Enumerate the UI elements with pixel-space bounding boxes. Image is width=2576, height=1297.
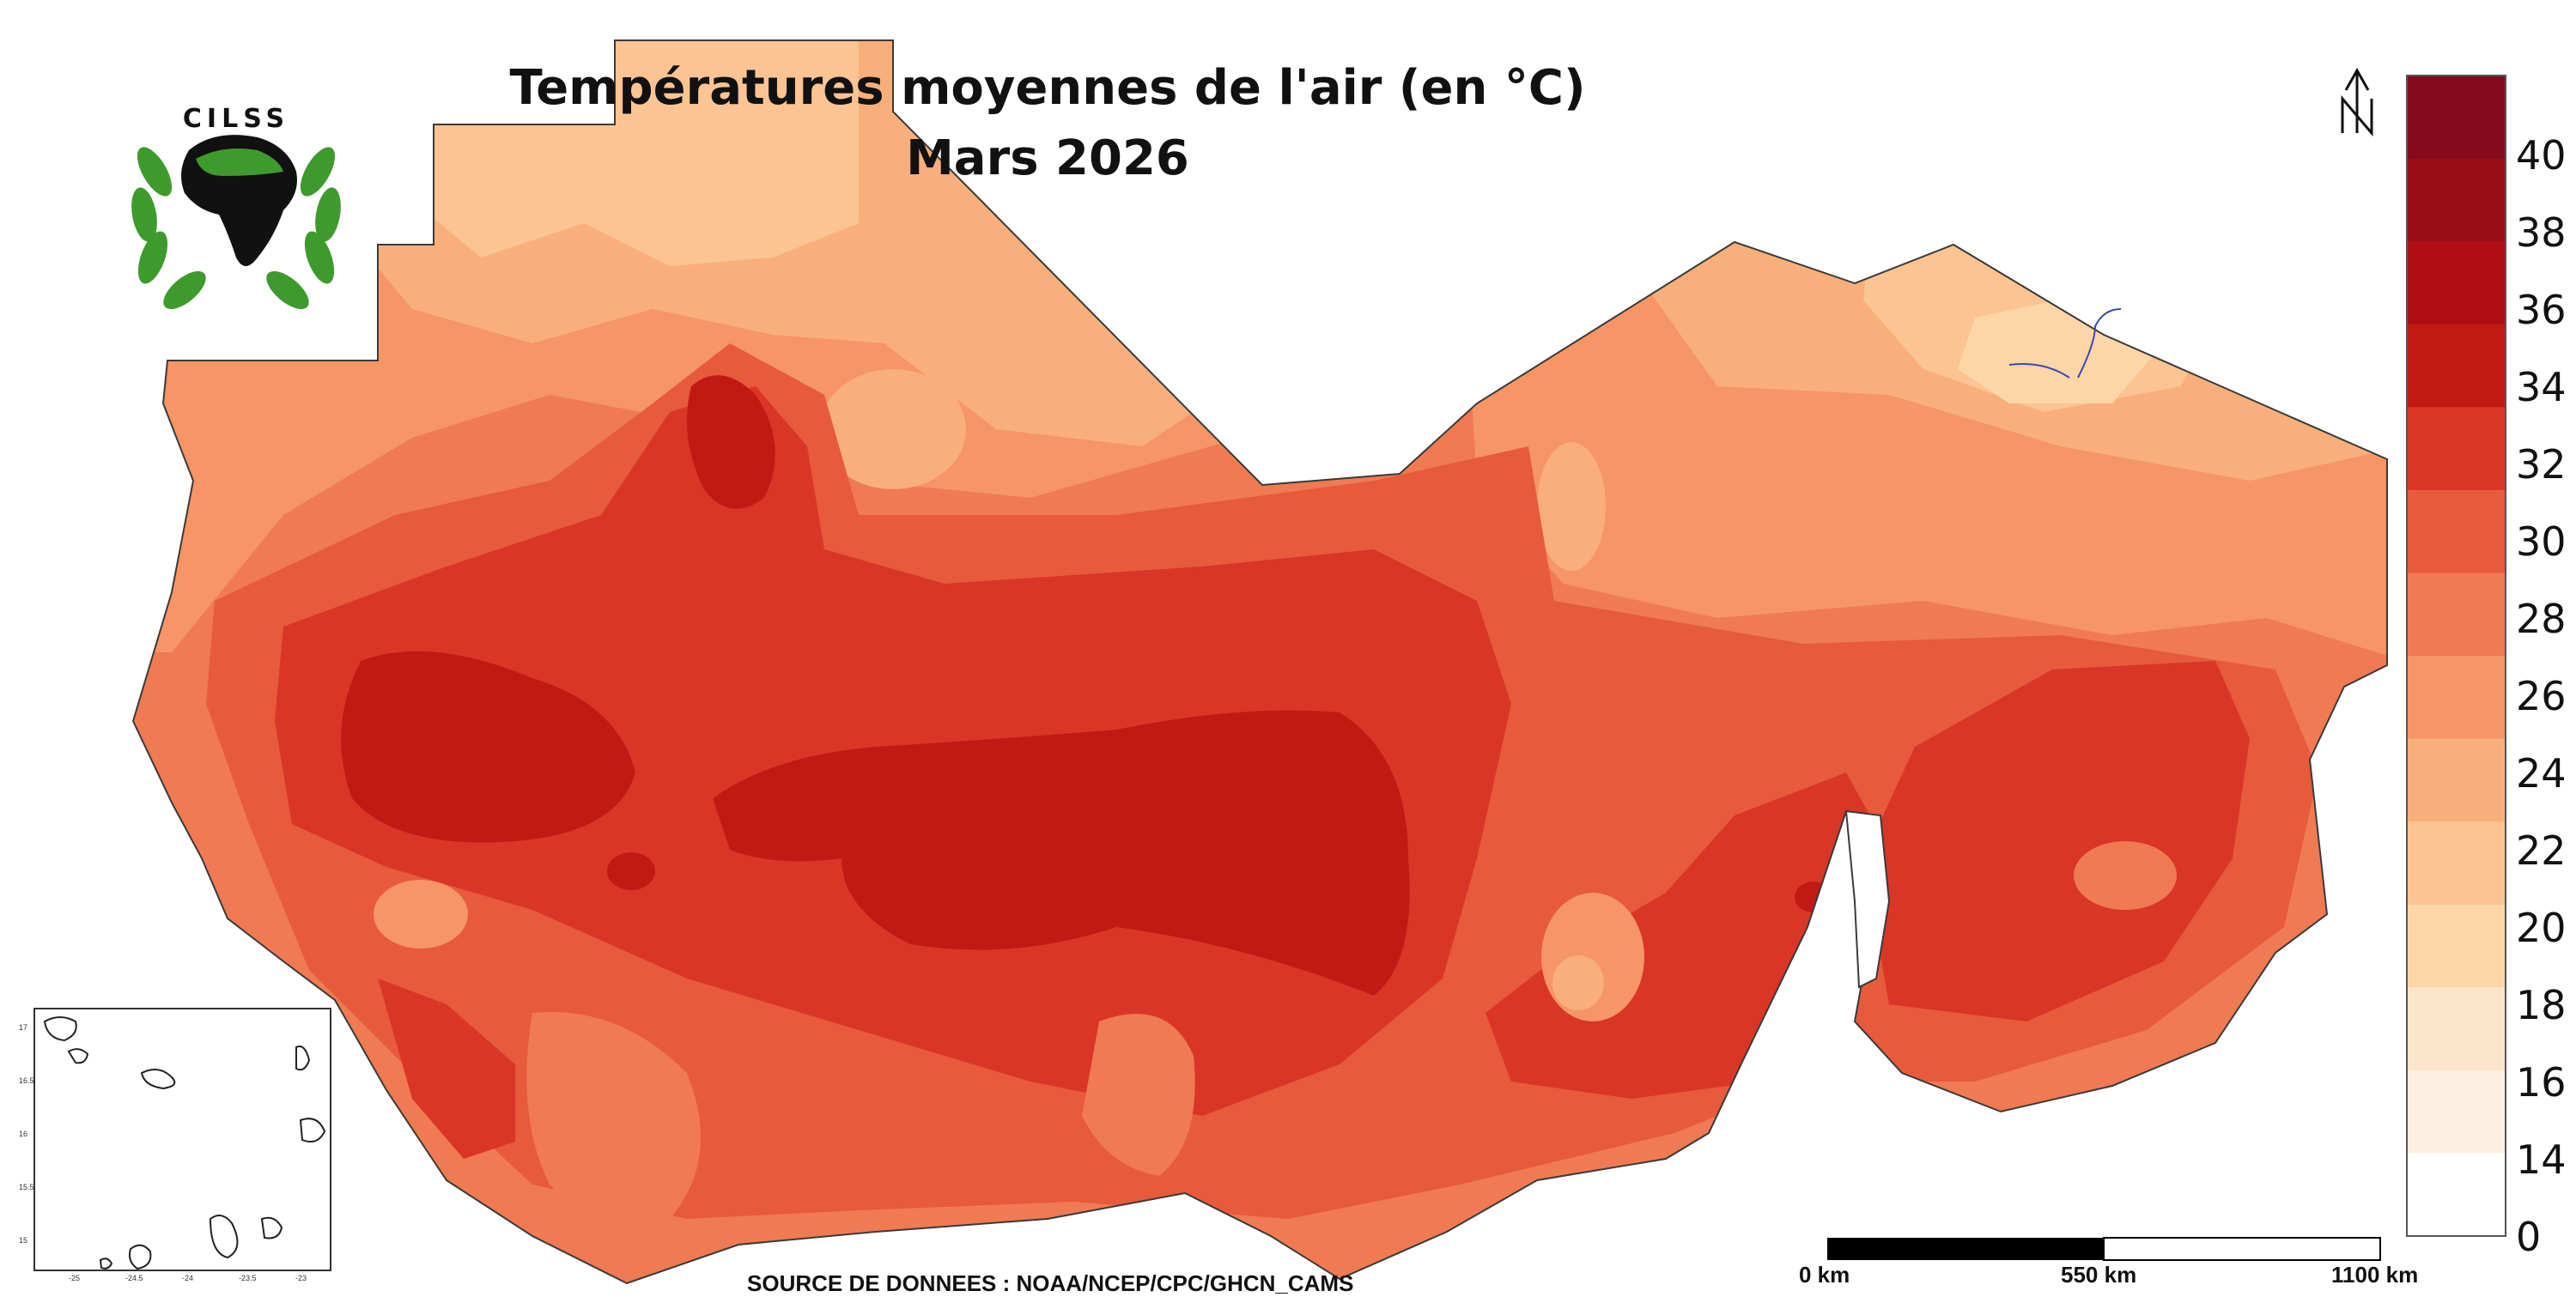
- inset-y-tick: 17: [19, 1023, 28, 1032]
- lake-gap: [1844, 809, 1891, 989]
- legend-tick-label: 14: [2516, 1136, 2567, 1183]
- zone-32-34-adrar: [687, 375, 775, 509]
- legend-tick-label: 26: [2516, 673, 2567, 719]
- scale-label-start: 0 km: [1799, 1262, 1850, 1288]
- river: [2077, 308, 2122, 379]
- laurel-wreath-icon: [131, 147, 341, 310]
- rivers: [2008, 308, 2122, 379]
- inset-y-tick: 16: [19, 1130, 28, 1138]
- legend-class-swatch: [2407, 987, 2506, 1071]
- legend-tick-label: 22: [2516, 827, 2567, 874]
- zone-32-34-mali: [341, 651, 635, 843]
- legend-tick-label: 38: [2516, 209, 2567, 256]
- inset-x-tick: -24: [182, 1274, 194, 1282]
- zone-22-24-ghana: [1552, 955, 1604, 1010]
- legend-class-swatch: [2407, 656, 2506, 740]
- river: [2008, 363, 2070, 379]
- legend-tick-label: 16: [2516, 1059, 2567, 1106]
- sahel-band-icon: [196, 148, 283, 176]
- legend-class-swatch: [2407, 821, 2506, 906]
- legend-tick-label: 28: [2516, 596, 2567, 642]
- legend-class-swatch: [2407, 489, 2506, 573]
- inset-x-tick: -24.5: [125, 1274, 143, 1282]
- legend-class-swatch: [2407, 1153, 2506, 1237]
- legend-tick-label: 18: [2516, 982, 2567, 1028]
- legend-frame: [2406, 75, 2506, 1237]
- legend-class-swatch: [2407, 241, 2506, 325]
- scale-bar: [1827, 1237, 2381, 1261]
- zone-32-34-small: [607, 852, 655, 890]
- zone-24-26-guinea: [374, 880, 468, 949]
- legend-class-swatch: [2407, 407, 2506, 491]
- legend-class-swatch: [2407, 76, 2506, 160]
- zone-26-28-chad-south: [2074, 841, 2177, 910]
- legend-tick-label: 30: [2516, 518, 2567, 565]
- inset-y-tick: 15: [19, 1236, 28, 1245]
- zone-32-34-niger: [713, 710, 1410, 996]
- data-source: SOURCE DE DONNEES : NOAA/NCEP/CPC/GHCN_C…: [747, 1270, 1354, 1296]
- inset-x-tick: -23: [295, 1274, 307, 1282]
- inset-map: [33, 1008, 331, 1271]
- inset-x-tick: -25: [69, 1274, 81, 1282]
- zone-22-24-air: [1537, 442, 1606, 571]
- scale-bar-white: [2103, 1237, 2381, 1261]
- zone-26-28-south: [526, 1011, 701, 1223]
- map-title: Températures moyennes de l'air (en °C): [509, 60, 1586, 116]
- legend-class-swatch: [2407, 904, 2506, 988]
- legend-tick-label: 32: [2516, 441, 2567, 488]
- legend-tick-label: 40: [2516, 132, 2567, 179]
- legend-class-swatch: [2407, 573, 2506, 657]
- inset-frame: [33, 1008, 331, 1271]
- north-arrow-icon: [2341, 67, 2373, 137]
- legend-class-swatch: [2407, 1070, 2506, 1154]
- legend-class-swatch: [2407, 324, 2506, 408]
- legend-class-swatch: [2407, 158, 2506, 242]
- inset-islands: [43, 1016, 326, 1270]
- legend-tick-label: 0: [2516, 1214, 2542, 1260]
- legend-class-swatch: [2407, 738, 2506, 822]
- legend-color-bar: [2407, 76, 2506, 1237]
- scale-bar-black: [1827, 1238, 2104, 1260]
- scale-label-mid: 550 km: [2061, 1262, 2137, 1288]
- zone-26-28-ivory: [1082, 1014, 1195, 1176]
- cilss-logo: CILSS: [131, 104, 341, 310]
- logo-text: CILSS: [183, 104, 289, 134]
- legend-tick-label: 34: [2516, 364, 2567, 410]
- inset-y-tick: 16.5: [19, 1076, 34, 1085]
- map-subtitle: Mars 2026: [906, 130, 1189, 186]
- inset-x-tick: -23.5: [239, 1274, 257, 1282]
- legend-tick-label: 20: [2516, 905, 2567, 951]
- scale-label-end: 1100 km: [2331, 1262, 2419, 1288]
- zone-30-32-coast: [378, 979, 515, 1159]
- inset-y-tick: 15.5: [19, 1183, 34, 1191]
- legend-tick-label: 36: [2516, 287, 2567, 333]
- zone-30-32-chad: [1863, 661, 2250, 1021]
- zone-20-22-plateau: [820, 369, 966, 489]
- legend-tick-label: 24: [2516, 750, 2567, 797]
